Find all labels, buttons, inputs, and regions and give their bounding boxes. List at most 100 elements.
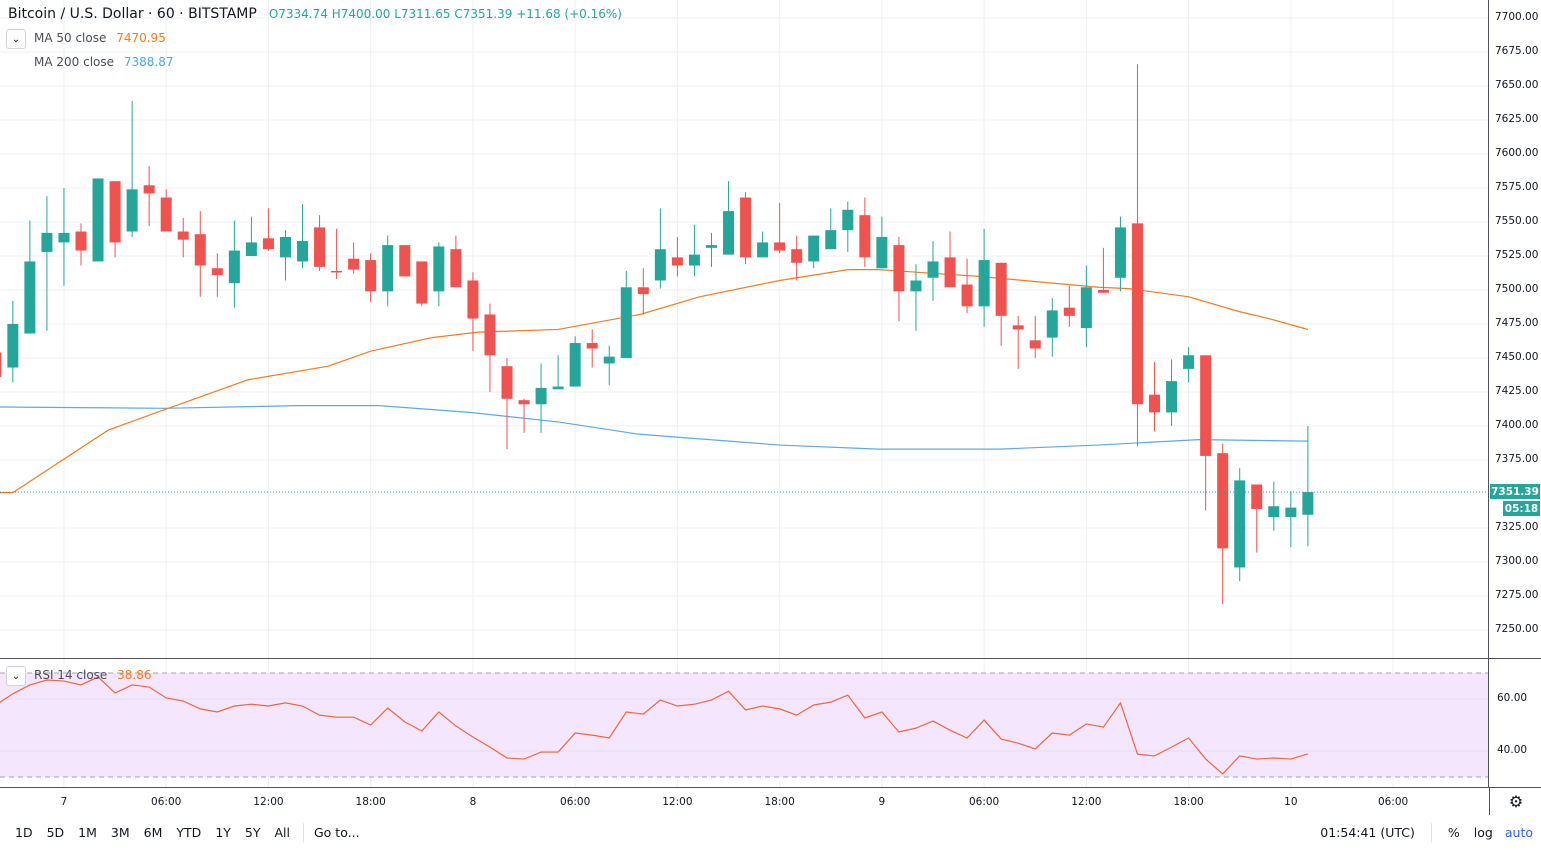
candle-body <box>177 231 189 240</box>
candle-up <box>228 220 240 308</box>
candle-up <box>603 345 615 386</box>
ohlc-close: C7351.39 <box>454 7 513 21</box>
ma50-line <box>0 269 1309 494</box>
candle-up <box>757 231 769 258</box>
candle-body <box>416 261 428 304</box>
candle-body <box>654 249 666 281</box>
time-tick-label: 12:00 <box>253 796 284 808</box>
rsi-band-fill <box>0 673 1488 777</box>
timeframe-button[interactable]: 1M <box>78 825 97 840</box>
candle-down <box>75 223 87 266</box>
candle-body <box>1285 507 1297 518</box>
ohlc-low: L7311.65 <box>394 7 451 21</box>
candle-body <box>467 280 479 319</box>
candle-down <box>740 192 752 265</box>
candle-body <box>245 242 257 256</box>
price-tick-label: 7550.00 <box>1495 215 1539 227</box>
pane-separator[interactable] <box>0 658 1541 659</box>
timeframe-button[interactable]: 5Y <box>244 825 261 840</box>
candle-body <box>808 235 820 262</box>
candle-body <box>842 209 854 231</box>
candle-up <box>876 216 888 269</box>
timeframe-button[interactable]: 3M <box>110 825 130 840</box>
price-tick-label: 7300.00 <box>1495 555 1539 567</box>
log-scale-toggle[interactable]: log <box>1473 825 1493 840</box>
candle-up <box>978 228 990 327</box>
ma200-legend[interactable]: MA 200 close 7388.87 <box>34 55 173 69</box>
candle-body <box>637 287 649 295</box>
price-tick-label: 7400.00 <box>1495 419 1539 431</box>
price-tick-label: 7425.00 <box>1495 385 1539 397</box>
candle-body <box>705 245 717 248</box>
candle-down <box>944 231 956 288</box>
timeframe-button[interactable]: All <box>274 825 291 840</box>
candle-body <box>1149 394 1161 413</box>
timeframe-button[interactable]: YTD <box>176 825 202 840</box>
candle-down <box>1029 315 1041 358</box>
candle-body <box>143 185 155 194</box>
candle-up <box>297 204 309 269</box>
candle-body <box>1217 453 1229 549</box>
rsi-legend[interactable]: RSI 14 close 38.86 <box>34 668 152 682</box>
ma200-label: MA 200 close <box>34 55 115 69</box>
candle-up <box>279 230 291 281</box>
candle-up <box>910 264 922 331</box>
candle-body <box>569 343 581 387</box>
candle-down <box>1063 285 1075 327</box>
candle-body <box>126 189 138 232</box>
timeframe-button[interactable]: 5D <box>46 825 65 840</box>
rsi-pane[interactable] <box>0 659 1488 787</box>
candle-body <box>501 366 513 399</box>
time-tick-label: 18:00 <box>355 796 386 808</box>
collapse-rsi-chevron-icon[interactable]: ⌄ <box>6 666 26 686</box>
candle-down <box>637 268 649 315</box>
time-axis[interactable]: 7 06:00 12:00 18:00 8 06:00 12:00 18:00 9 06:00 12… <box>0 788 1488 815</box>
candle-up <box>927 241 939 301</box>
candle-up <box>842 201 854 252</box>
candle-down <box>143 166 155 227</box>
utc-clock[interactable]: 01:54:41 (UTC) <box>1320 825 1415 840</box>
candle-up <box>1234 468 1246 582</box>
candle-body <box>109 181 121 243</box>
candle-down <box>995 262 1007 346</box>
candle-body <box>740 197 752 258</box>
candle-body <box>978 260 990 307</box>
time-tick-label: 12:00 <box>1071 796 1102 808</box>
candle-body <box>92 178 104 262</box>
candle-down <box>1217 443 1229 605</box>
price-tick-label: 7525.00 <box>1495 249 1539 261</box>
rsi-label: RSI 14 close <box>34 668 108 682</box>
candle-body <box>7 324 19 368</box>
rsi-axis[interactable]: 60.00 40.00 <box>1488 659 1541 787</box>
candle-body <box>75 231 87 251</box>
divider <box>1430 822 1432 843</box>
symbol-legend: Bitcoin / U.S. Dollar · 60 · BITSTAMP O7… <box>8 6 622 22</box>
goto-button[interactable]: Go to... <box>314 825 360 840</box>
rsi-tick-label: 40.00 <box>1497 744 1528 756</box>
candle-body <box>1080 287 1092 329</box>
candle-down <box>467 272 479 352</box>
candle-body <box>1131 223 1143 405</box>
timeframe-buttons: 1D 5D 1M 3M 6M YTD 1Y 5Y All <box>0 825 293 840</box>
candle-down <box>1251 484 1263 553</box>
candle-body <box>620 287 632 358</box>
candle-up <box>535 363 547 433</box>
candle-down <box>671 236 683 277</box>
candle-down <box>314 215 326 271</box>
candle-body <box>348 258 360 270</box>
candle-body <box>382 245 394 292</box>
price-chart-pane[interactable] <box>0 0 1488 658</box>
ma50-legend[interactable]: MA 50 close 7470.95 <box>34 31 166 45</box>
auto-scale-toggle[interactable]: auto <box>1504 825 1533 840</box>
collapse-indicators-chevron-icon[interactable]: ⌄ <box>6 29 26 49</box>
timeframe-button[interactable]: 1D <box>15 825 33 840</box>
candle-body <box>723 211 735 255</box>
candle-up <box>24 220 36 334</box>
percent-scale-toggle[interactable]: % <box>1447 825 1460 840</box>
candle-body <box>859 215 871 258</box>
timeframe-button[interactable]: 1Y <box>215 825 231 840</box>
settings-gear-icon[interactable]: ⚙ <box>1489 788 1541 815</box>
timeframe-button[interactable]: 6M <box>143 825 163 840</box>
price-axis[interactable]: 7700.00 7675.00 7650.00 7625.00 7600.00 7575.… <box>1488 0 1541 658</box>
candle-down <box>774 202 786 254</box>
